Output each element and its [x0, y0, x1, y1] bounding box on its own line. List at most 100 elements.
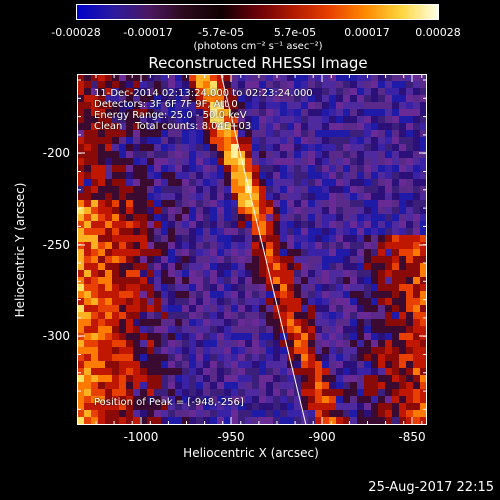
image-pixel — [406, 193, 413, 200]
image-pixel — [98, 95, 105, 102]
image-pixel — [154, 221, 161, 228]
image-pixel — [301, 347, 308, 354]
image-pixel — [105, 361, 112, 368]
image-pixel — [182, 340, 189, 347]
image-pixel — [385, 130, 392, 137]
image-pixel — [203, 151, 210, 158]
image-pixel — [364, 228, 371, 235]
image-pixel — [364, 284, 371, 291]
image-pixel — [231, 256, 238, 263]
image-pixel — [77, 74, 84, 81]
image-pixel — [231, 326, 238, 333]
image-pixel — [196, 284, 203, 291]
image-pixel — [406, 165, 413, 172]
image-pixel — [294, 417, 301, 424]
image-pixel — [196, 410, 203, 417]
image-pixel — [140, 102, 147, 109]
image-pixel — [196, 340, 203, 347]
image-pixel — [266, 396, 273, 403]
image-pixel — [399, 326, 406, 333]
image-pixel — [147, 375, 154, 382]
image-pixel — [91, 389, 98, 396]
image-pixel — [336, 298, 343, 305]
image-pixel — [420, 396, 427, 403]
image-pixel — [105, 291, 112, 298]
image-pixel — [371, 347, 378, 354]
image-pixel — [105, 123, 112, 130]
image-pixel — [252, 144, 259, 151]
image-pixel — [329, 123, 336, 130]
image-pixel — [378, 207, 385, 214]
image-pixel — [224, 417, 231, 424]
image-pixel — [168, 270, 175, 277]
image-pixel — [364, 333, 371, 340]
image-pixel — [98, 109, 105, 116]
image-pixel — [154, 347, 161, 354]
image-pixel — [357, 158, 364, 165]
image-pixel — [224, 396, 231, 403]
image-pixel — [147, 123, 154, 130]
image-pixel — [210, 123, 217, 130]
image-pixel — [371, 284, 378, 291]
image-pixel — [105, 347, 112, 354]
image-pixel — [294, 410, 301, 417]
image-pixel — [196, 109, 203, 116]
image-pixel — [315, 389, 322, 396]
image-pixel — [189, 375, 196, 382]
image-pixel — [252, 88, 259, 95]
image-pixel — [371, 375, 378, 382]
image-pixel — [133, 214, 140, 221]
image-pixel — [392, 403, 399, 410]
image-pixel — [105, 396, 112, 403]
image-pixel — [322, 340, 329, 347]
image-pixel — [413, 347, 420, 354]
image-pixel — [217, 291, 224, 298]
image-pixel — [119, 284, 126, 291]
image-pixel — [280, 102, 287, 109]
image-pixel — [343, 102, 350, 109]
image-pixel — [329, 396, 336, 403]
image-pixel — [364, 396, 371, 403]
image-pixel — [259, 158, 266, 165]
image-pixel — [294, 165, 301, 172]
image-pixel — [294, 319, 301, 326]
image-pixel — [210, 242, 217, 249]
image-pixel — [350, 130, 357, 137]
image-pixel — [280, 291, 287, 298]
image-pixel — [287, 277, 294, 284]
image-pixel — [133, 228, 140, 235]
image-pixel — [350, 382, 357, 389]
image-pixel — [168, 284, 175, 291]
image-pixel — [322, 263, 329, 270]
image-pixel — [259, 396, 266, 403]
image-pixel — [112, 312, 119, 319]
image-pixel — [196, 354, 203, 361]
image-pixel — [168, 256, 175, 263]
image-pixel — [112, 235, 119, 242]
image-pixel — [280, 144, 287, 151]
image-pixel — [217, 109, 224, 116]
image-pixel — [182, 347, 189, 354]
image-pixel — [301, 137, 308, 144]
image-pixel — [273, 214, 280, 221]
image-pixel — [378, 186, 385, 193]
image-pixel — [322, 193, 329, 200]
image-pixel — [364, 151, 371, 158]
image-pixel — [308, 130, 315, 137]
image-pixel — [245, 375, 252, 382]
image-pixel — [196, 298, 203, 305]
image-pixel — [406, 305, 413, 312]
image-pixel — [210, 361, 217, 368]
image-pixel — [273, 361, 280, 368]
image-pixel — [322, 81, 329, 88]
image-pixel — [217, 158, 224, 165]
image-pixel — [105, 88, 112, 95]
image-pixel — [343, 165, 350, 172]
image-pixel — [203, 396, 210, 403]
image-pixel — [294, 347, 301, 354]
image-pixel — [406, 326, 413, 333]
image-pixel — [91, 88, 98, 95]
image-pixel — [91, 130, 98, 137]
image-pixel — [189, 291, 196, 298]
image-pixel — [350, 249, 357, 256]
